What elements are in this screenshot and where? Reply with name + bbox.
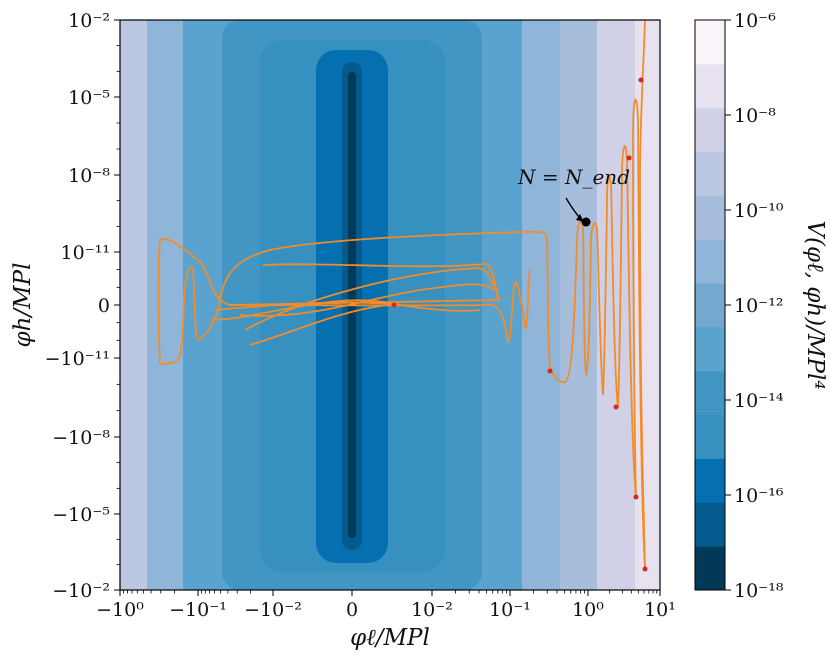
trajectory-marker	[626, 155, 632, 161]
colorbar-label: V(φℓ, φh)/MPl⁴	[802, 220, 828, 389]
colorbar-level	[695, 414, 725, 459]
y-tick-label: 10⁻²	[68, 10, 110, 32]
end-point-marker	[581, 217, 591, 227]
colorbar-level	[695, 370, 725, 416]
trajectory-line	[262, 263, 499, 301]
x-tick-label: −10⁻²	[244, 599, 302, 621]
y-tick-label: 10⁻⁸	[68, 165, 110, 187]
colorbar-level	[695, 458, 725, 503]
trajectory-line	[239, 283, 496, 317]
trajectory-line	[249, 303, 396, 346]
end-annotation: N = N_end	[517, 165, 630, 189]
colorbar-level	[695, 326, 725, 372]
colorbar-level	[695, 239, 725, 284]
colorbar-level	[695, 151, 725, 196]
x-tick-label: −10⁻¹	[169, 599, 227, 621]
trajectory-line	[632, 98, 646, 569]
colorbar-level	[695, 107, 725, 153]
x-tick-label: 10⁰	[572, 599, 604, 621]
x-tick-label: 10⁻¹	[489, 599, 531, 621]
x-tick-label: 10⁻²	[411, 599, 453, 621]
trajectory-marker	[391, 302, 397, 308]
colorbar-tick-label: 10⁻⁸	[734, 105, 776, 127]
y-tick-label: 10⁻⁵	[68, 87, 110, 109]
x-axis-label: φℓ/MPl	[350, 625, 430, 651]
trajectory-line	[585, 222, 604, 396]
colorbar-level	[695, 63, 725, 109]
annotation-arrowhead	[576, 214, 584, 222]
y-tick-label: 0	[98, 295, 110, 317]
colorbar-level	[695, 20, 725, 65]
colorbar-tick-label: 10⁻¹⁸	[734, 580, 784, 602]
colorbar-level	[695, 195, 725, 240]
trajectory-marker	[638, 77, 644, 83]
colorbar-tick-label: 10⁻⁶	[734, 10, 776, 32]
trajectory-line	[157, 238, 231, 365]
trajectory-marker	[633, 494, 639, 500]
trajectory-line	[519, 230, 551, 369]
trajectory-marker	[547, 368, 553, 374]
y-tick-label: −10⁻¹¹	[45, 348, 110, 370]
y-axis-label: φh/MPl	[10, 262, 36, 347]
trajectory-line	[514, 269, 531, 329]
colorbar: 10⁻¹⁸ 10⁻¹⁶ 10⁻¹⁴ 10⁻¹² 10⁻¹⁰ 10⁻⁸ 10⁻⁶ V(φℓ, φ…	[694, 10, 828, 602]
axes: −10⁰ −10⁻¹ −10⁻² 0 10⁻² 10⁻¹ 10⁰ 10¹ 10⁻² 10⁻⁵ 10⁻…	[10, 10, 676, 651]
x-tick-label: 10¹	[644, 599, 676, 621]
trajectory-line	[219, 231, 521, 301]
trajectory-line	[159, 266, 194, 365]
colorbar-level	[695, 283, 725, 328]
trajectory-line	[602, 176, 619, 409]
colorbar-level	[695, 502, 725, 547]
y-tick-label: −10⁻⁵	[52, 504, 110, 526]
x-tick-label: 0	[346, 599, 358, 621]
trajectory-line	[244, 267, 501, 331]
y-tick-label: −10⁻²	[52, 580, 110, 602]
trajectory-marker	[613, 404, 619, 410]
trajectory-marker	[642, 566, 648, 572]
colorbar-tick-label: 10⁻¹⁰	[734, 200, 784, 222]
trajectory: N = N_end	[157, 19, 648, 572]
x-tick-label: −10⁰	[96, 599, 144, 621]
colorbar-tick-label: 10⁻¹²	[734, 295, 783, 317]
trajectory-line	[617, 145, 637, 498]
trajectory-line	[192, 267, 221, 341]
colorbar-tick-label: 10⁻¹⁴	[734, 390, 784, 412]
colorbar-tick-label: 10⁻¹⁶	[734, 485, 784, 507]
y-tick-label: 10⁻¹¹	[61, 242, 110, 264]
trajectory-line	[549, 220, 587, 383]
trajectory-line	[214, 301, 396, 311]
colorbar-level	[695, 546, 725, 591]
y-tick-label: −10⁻⁸	[52, 427, 110, 449]
